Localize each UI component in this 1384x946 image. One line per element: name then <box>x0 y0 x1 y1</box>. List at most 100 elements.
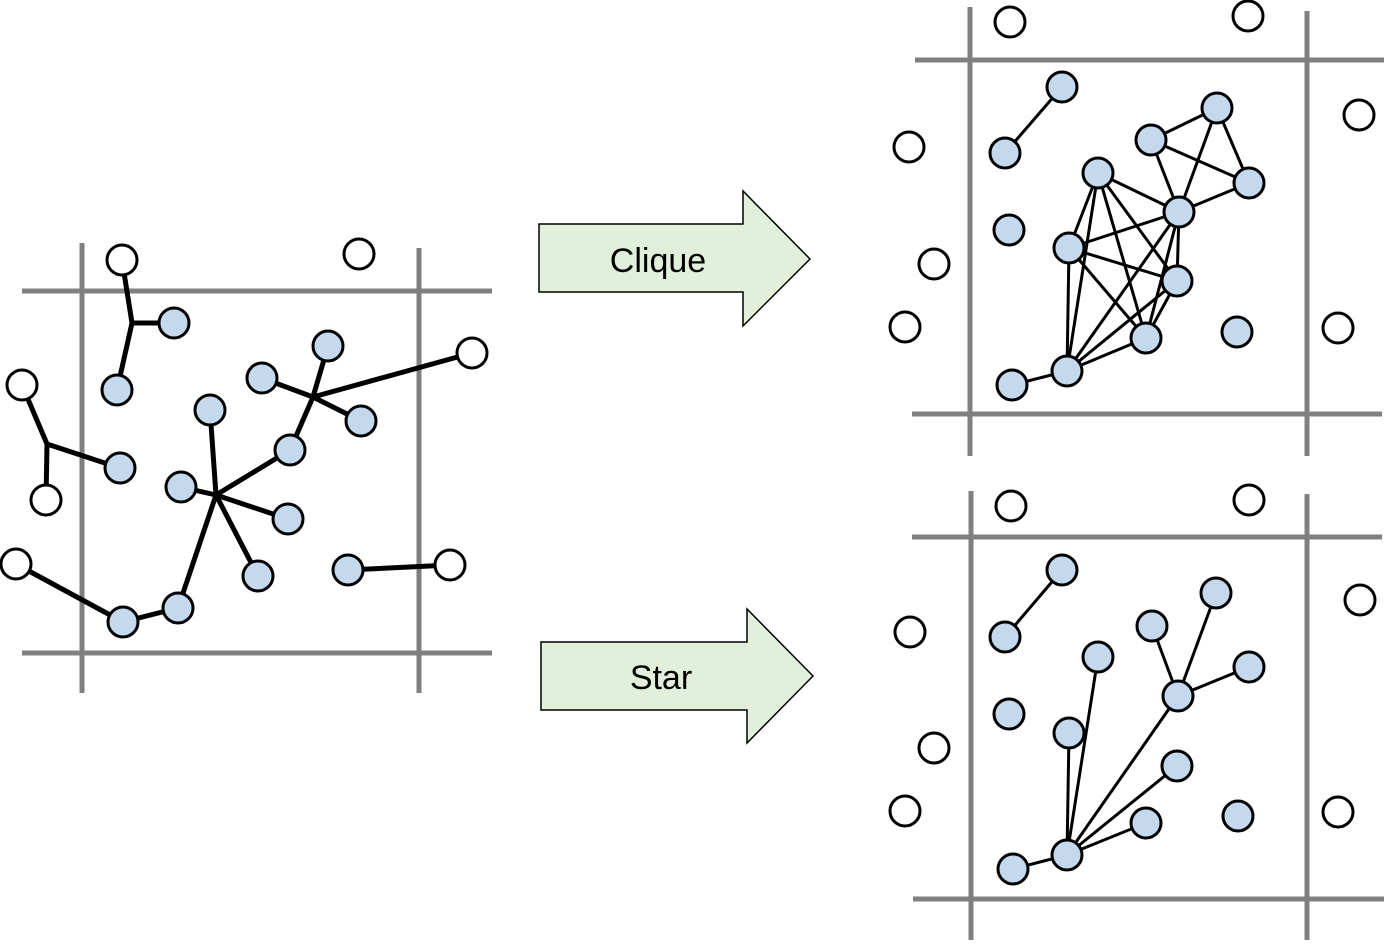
node-outside <box>1343 583 1377 617</box>
edge <box>1068 210 1180 250</box>
edge <box>14 561 125 625</box>
edge <box>1067 247 1148 339</box>
node-inside <box>1199 576 1233 610</box>
node-inside <box>1081 156 1115 190</box>
clique-arrow: Clique <box>538 189 812 328</box>
clique-panel <box>888 0 1384 456</box>
node-outside <box>993 5 1027 39</box>
star-grid <box>912 491 1384 940</box>
node-inside <box>106 605 140 639</box>
node-outside <box>994 489 1028 523</box>
node-outside <box>455 336 489 370</box>
clique-edges <box>1003 86 1251 387</box>
node-inside <box>1220 315 1254 349</box>
node-inside <box>241 559 275 593</box>
edge <box>1066 764 1178 857</box>
node-inside <box>273 433 307 467</box>
star-arrow-shape <box>540 607 815 745</box>
node-outside <box>5 368 39 402</box>
node-inside <box>988 136 1022 170</box>
node-inside <box>1129 806 1163 840</box>
node-inside <box>157 306 191 340</box>
node-outside <box>342 237 376 271</box>
edge <box>1096 172 1148 339</box>
node-inside <box>1081 640 1115 674</box>
edge <box>1065 695 1180 856</box>
node-outside <box>1231 0 1265 33</box>
node-outside <box>1321 795 1355 829</box>
node-outside <box>1232 483 1266 517</box>
node-outside <box>917 731 951 765</box>
node-inside <box>1045 70 1079 104</box>
node-outside <box>888 310 922 344</box>
node-inside <box>1162 195 1196 229</box>
node-outside <box>1321 311 1355 345</box>
star-edges <box>1003 569 1250 871</box>
node-outside <box>888 794 922 828</box>
star-nodes <box>888 483 1377 886</box>
node-inside <box>100 373 134 407</box>
node-inside <box>1045 553 1079 587</box>
edge <box>312 350 473 400</box>
node-inside <box>1160 264 1194 298</box>
node-outside <box>105 243 139 277</box>
clique-arrow-label: Clique <box>610 242 706 280</box>
node-inside <box>1050 354 1084 388</box>
edge <box>1065 656 1100 856</box>
node-outside <box>892 130 926 164</box>
clique-nodes <box>888 0 1376 402</box>
node-inside <box>1052 231 1086 265</box>
node-inside <box>992 697 1026 731</box>
node-outside <box>917 247 951 281</box>
node-outside <box>0 547 33 581</box>
edge <box>1065 211 1181 372</box>
star-arrow-label: Star <box>630 659 692 697</box>
clique-grid <box>912 7 1384 456</box>
node-inside <box>1232 650 1266 684</box>
node-inside <box>1052 716 1086 750</box>
node-inside <box>311 329 345 363</box>
node-outside <box>893 615 927 649</box>
edge <box>1068 246 1178 283</box>
node-outside <box>29 483 63 517</box>
node-inside <box>344 404 378 438</box>
node-inside <box>1200 91 1234 125</box>
left-nodes <box>0 237 489 639</box>
node-inside <box>245 361 279 395</box>
node-inside <box>996 852 1030 886</box>
node-inside <box>164 470 198 504</box>
edge <box>347 562 451 573</box>
edge <box>1065 247 1071 372</box>
edge <box>1177 107 1219 213</box>
edge <box>1065 172 1100 372</box>
node-inside <box>1135 609 1169 643</box>
node-outside <box>433 548 467 582</box>
node-inside <box>1134 123 1168 157</box>
node-inside <box>103 451 137 485</box>
node-inside <box>992 213 1026 247</box>
node-inside <box>1050 838 1084 872</box>
star-panel <box>888 483 1384 940</box>
node-inside <box>988 620 1022 654</box>
clique-arrow-shape <box>538 189 812 328</box>
node-inside <box>271 502 305 536</box>
left-panel <box>0 237 492 693</box>
node-inside <box>1232 166 1266 200</box>
node-inside <box>331 553 365 587</box>
node-inside <box>1160 749 1194 783</box>
node-inside <box>1161 679 1195 713</box>
node-inside <box>995 368 1029 402</box>
node-inside <box>1221 799 1255 833</box>
node-inside <box>1129 321 1163 355</box>
node-inside <box>193 393 227 427</box>
edge <box>1176 592 1218 697</box>
edge <box>1066 279 1178 373</box>
node-outside <box>1342 98 1376 132</box>
left-grid <box>22 243 492 693</box>
star-arrow: Star <box>540 607 815 745</box>
edge <box>1150 138 1250 185</box>
edge <box>175 494 219 609</box>
edge <box>1065 732 1071 856</box>
node-inside <box>161 591 195 625</box>
